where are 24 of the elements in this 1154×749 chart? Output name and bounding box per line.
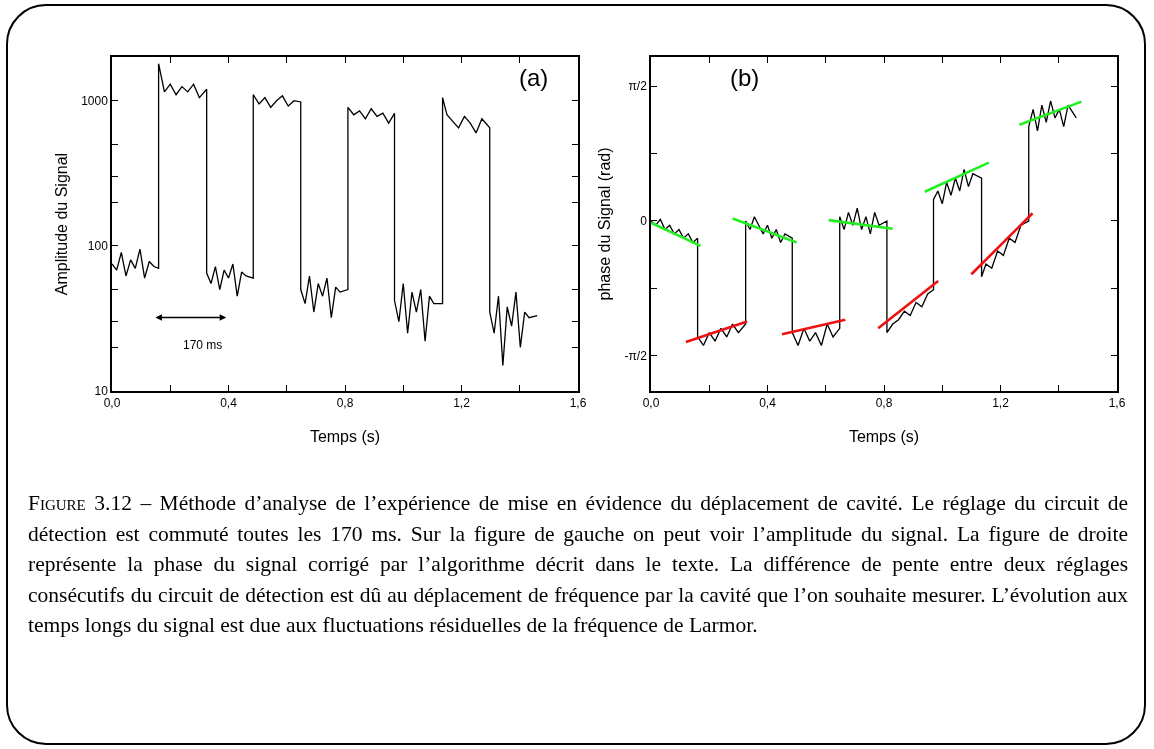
x-tick-label: 0,4 [759,396,777,411]
x-tick-label: 0,8 [336,396,354,411]
y-axis-title: Amplitude du Signal [52,152,70,296]
x-tick-label: 0,8 [875,396,893,411]
annotation: (a) [519,64,549,91]
x-tick-label: 1,2 [992,396,1010,411]
caption: Figure 3.12 – Méthode d’analyse de l’expérience de mise en évidence du déplacement de cavité. Le réglage du circuit de détection est commuté toutes les 170 ms. Sur la figure de gauche on peut voir l’amplitude du signal. La figure de droite représente la phase du signal corrigé par l’algorithme décrit dans le texte. La différence de pente entre deux réglages consécutifs du circuit de détection est dû au déplacement de fréquence par la cavité que l’on souhaite mesurer. L’évolution aux temps longs du signal est due aux fluctuations résiduelles de la fréquence de Larmor. [28,490,1128,639]
y-tick-label: 1000 [81,93,109,108]
annotation: 170 ms [183,338,223,352]
x-tick-label: 1,2 [453,396,471,411]
y-tick-label: π/2 [628,79,648,94]
annotation: (b) [730,64,760,91]
x-tick-label: 0,0 [103,396,121,411]
x-tick-label: 1,6 [1108,396,1126,411]
y-tick-label: 10 [94,384,109,399]
y-tick-label: 100 [87,239,109,254]
x-axis-title: Temps (s) [309,428,381,446]
x-tick-label: 0,4 [220,396,238,411]
x-axis-title: Temps (s) [848,428,920,446]
y-tick-label: 0 [640,214,648,229]
x-tick-label: 0,0 [642,396,660,411]
y-tick-label: -π/2 [624,349,648,364]
y-axis-title: phase du Signal (rad) [595,147,613,301]
x-tick-label: 1,6 [569,396,587,411]
